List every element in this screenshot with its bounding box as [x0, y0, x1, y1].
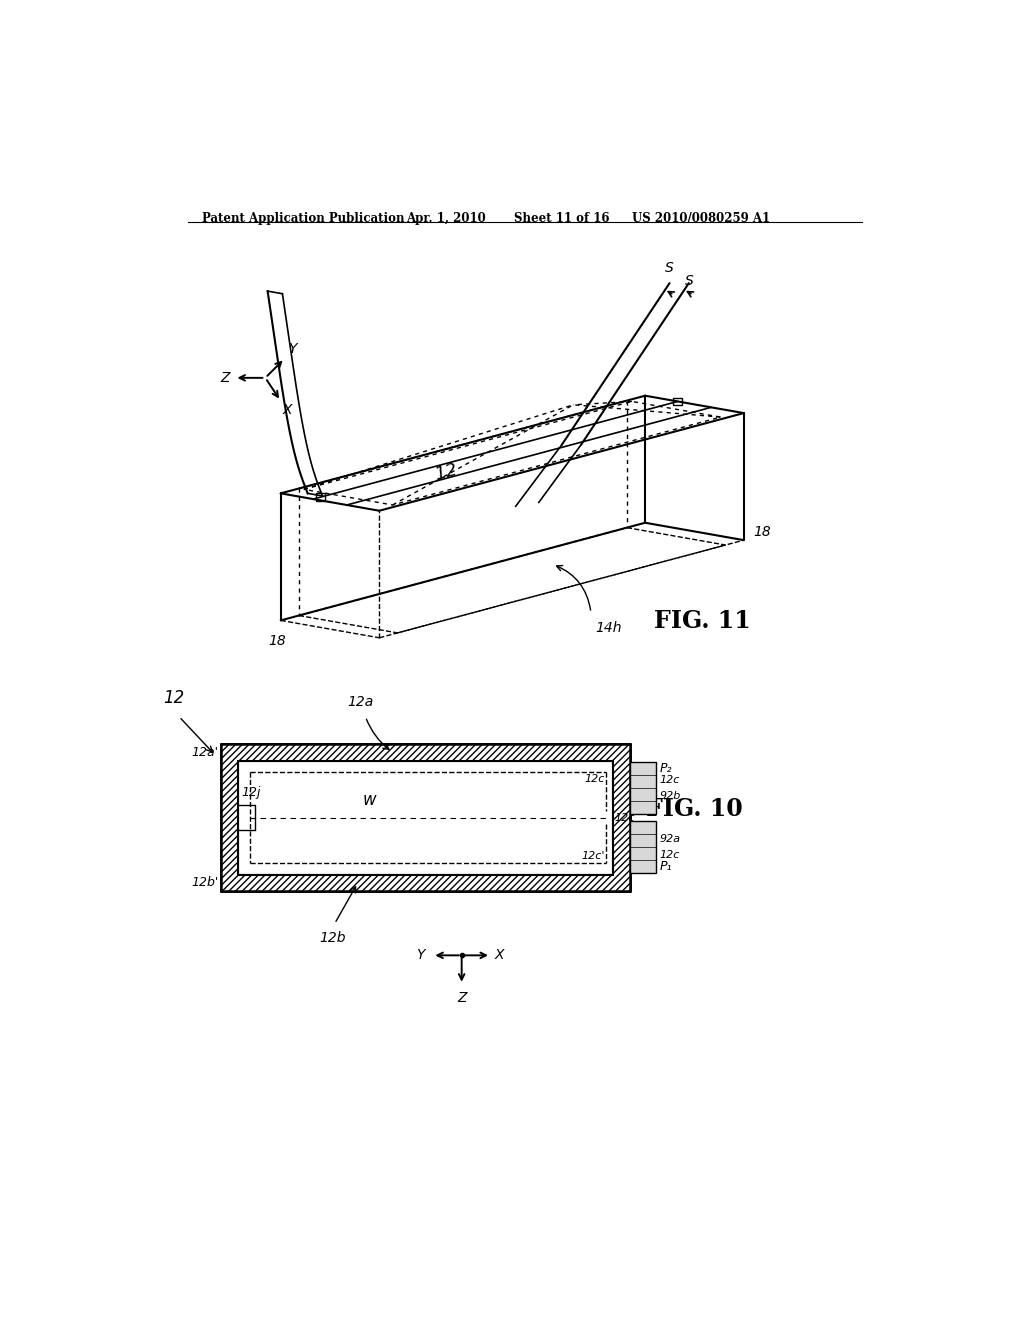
- Text: Y: Y: [289, 342, 297, 355]
- Text: 12: 12: [432, 461, 460, 483]
- Text: Patent Application Publication: Patent Application Publication: [202, 213, 404, 226]
- Text: 12a: 12a: [347, 694, 373, 709]
- Text: 12a': 12a': [191, 746, 218, 759]
- Text: 12j: 12j: [242, 785, 261, 799]
- Text: 18: 18: [753, 525, 771, 540]
- Text: 92b: 92b: [659, 791, 681, 801]
- Text: Y: Y: [416, 948, 425, 962]
- Text: Sheet 11 of 16: Sheet 11 of 16: [514, 213, 609, 226]
- Text: S: S: [666, 261, 674, 276]
- Bar: [630, 821, 656, 873]
- Text: Apr. 1, 2010: Apr. 1, 2010: [407, 213, 486, 226]
- Bar: [630, 762, 656, 814]
- Bar: [673, 397, 682, 405]
- Text: X: X: [283, 404, 293, 417]
- Text: Z: Z: [220, 371, 230, 385]
- Text: w: w: [362, 792, 376, 809]
- Text: 12b: 12b: [319, 932, 345, 945]
- Text: 12c: 12c: [614, 813, 635, 822]
- Text: S: S: [684, 273, 693, 288]
- Text: 12c: 12c: [659, 775, 680, 785]
- Bar: [239, 760, 612, 875]
- Text: Z: Z: [457, 991, 466, 1005]
- Text: 14h: 14h: [595, 620, 622, 635]
- Text: 12c: 12c: [585, 774, 605, 784]
- Text: 12: 12: [163, 689, 184, 706]
- Text: 92a: 92a: [659, 834, 681, 843]
- Text: 12c': 12c': [582, 851, 605, 862]
- Text: 12b': 12b': [191, 876, 218, 890]
- Text: P₂: P₂: [659, 762, 672, 775]
- Bar: [316, 494, 326, 500]
- Text: FIG. 10: FIG. 10: [646, 797, 743, 821]
- Text: 12c: 12c: [659, 850, 680, 859]
- Text: US 2010/0080259 A1: US 2010/0080259 A1: [632, 213, 770, 226]
- Text: P₁: P₁: [659, 859, 672, 873]
- Text: X: X: [495, 948, 504, 962]
- Bar: [612, 743, 630, 891]
- Bar: [221, 743, 630, 760]
- Bar: [221, 875, 630, 891]
- Text: FIG. 11: FIG. 11: [654, 609, 751, 632]
- Text: 18: 18: [268, 635, 286, 648]
- Bar: [221, 743, 239, 891]
